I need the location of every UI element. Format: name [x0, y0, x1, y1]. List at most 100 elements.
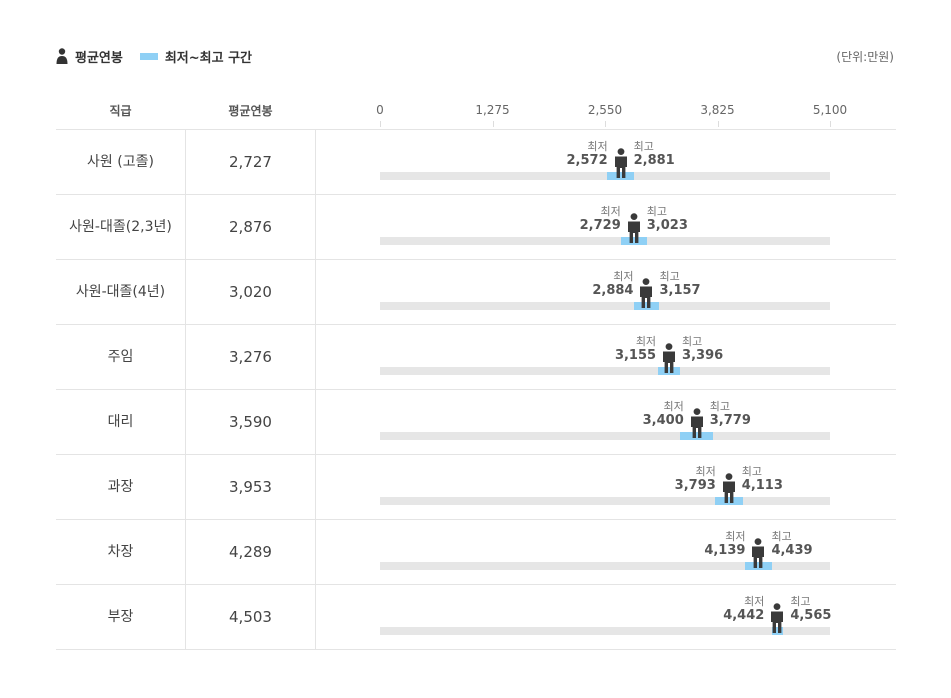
min-label: 최저: [635, 335, 657, 348]
x-tick-mark: [605, 121, 606, 127]
table-row: 과장 3,953 최저 3,793 최고 4,113: [0, 455, 951, 520]
max-value: 3,157: [659, 283, 701, 298]
rank-cell: 사원-대졸(4년): [75, 284, 166, 300]
x-tick-label: 5,100: [812, 103, 848, 117]
x-tick-label: 1,275: [475, 103, 510, 117]
max-value: 3,023: [646, 218, 688, 233]
table-row: 부장 4,503 최저 4,442 최고 4,565: [0, 585, 951, 650]
rank-cell: 부장: [107, 609, 134, 625]
person-icon: [661, 343, 677, 373]
rank-cell: 사원-대졸(2,3년): [69, 219, 172, 235]
person-icon: [626, 213, 642, 243]
avg-salary-cell: 4,289: [229, 543, 272, 561]
legend-range-label: 최저~최고 구간: [164, 50, 253, 66]
max-label: 최고: [646, 205, 667, 218]
row-divider: [56, 194, 896, 195]
person-icon: [689, 408, 705, 438]
x-tick-mark: [830, 121, 831, 127]
range-track: [380, 302, 830, 310]
row-divider: [56, 454, 896, 455]
x-tick-mark: [380, 121, 381, 127]
range-track: [380, 627, 830, 635]
avg-salary-cell: 3,953: [229, 478, 272, 496]
salary-range-bar: [771, 627, 783, 635]
min-label: 최저: [744, 595, 765, 608]
salary-range-bar: [606, 172, 635, 180]
x-tick-mark: [717, 121, 719, 127]
table-row: 주임 3,276 최저 3,155 최고 3,396: [0, 325, 951, 390]
rank-cell: 사원 (고졸): [87, 154, 154, 170]
max-label: 최고: [790, 595, 811, 608]
avg-salary-cell: 3,590: [229, 413, 272, 431]
table-row: 차장 4,289 최저 4,139 최고 4,439: [0, 520, 951, 585]
min-value: 3,155: [614, 348, 657, 363]
max-label: 최고: [709, 400, 730, 413]
person-icon: [56, 48, 68, 64]
range-swatch-icon: [139, 52, 158, 60]
min-value: 2,884: [592, 283, 634, 298]
max-value: 4,439: [771, 543, 813, 558]
max-label: 최고: [633, 140, 654, 153]
person-icon: [750, 538, 766, 568]
row-divider: [56, 259, 896, 260]
min-value: 4,442: [723, 608, 765, 623]
min-value: 3,793: [674, 478, 716, 493]
avg-salary-cell: 3,020: [229, 283, 272, 301]
min-label: 최저: [663, 400, 684, 413]
person-icon: [769, 603, 785, 633]
avg-salary-cell: 2,727: [229, 153, 272, 171]
min-label: 최저: [600, 205, 621, 218]
avg-salary-cell: 2,876: [229, 218, 272, 236]
salary-range-bar: [620, 237, 647, 245]
header-divider: [56, 129, 896, 130]
max-label: 최고: [741, 465, 763, 478]
range-track: [380, 172, 830, 180]
range-track: [380, 237, 830, 245]
rank-cell: 주임: [107, 349, 134, 365]
x-tick-mark: [492, 121, 494, 127]
max-value: 3,396: [682, 348, 724, 363]
rank-cell: 차장: [107, 544, 134, 560]
min-label: 최저: [695, 465, 716, 478]
avg-salary-cell: 3,276: [229, 348, 272, 366]
x-tick-label: 3,825: [700, 103, 735, 117]
person-icon: [638, 278, 654, 308]
header-rank: 직급: [109, 104, 132, 118]
person-icon: [613, 148, 629, 178]
row-divider: [56, 519, 896, 520]
range-track: [380, 497, 830, 505]
max-value: 4,565: [790, 608, 832, 623]
range-track: [380, 562, 830, 570]
row-divider: [56, 584, 896, 585]
table-row: 사원-대졸(4년) 3,020 최저 2,884 최고 3,157: [0, 260, 951, 325]
header-avg: 평균연봉: [228, 104, 273, 118]
max-value: 2,881: [633, 153, 675, 168]
salary-range-bar: [680, 432, 714, 440]
row-divider: [56, 324, 896, 325]
unit-label: (단위:만원): [836, 50, 894, 64]
x-tick-label: 2,550: [587, 103, 623, 117]
legend: 평균연봉 최저~최고 구간: [56, 47, 253, 66]
max-label: 최고: [659, 270, 680, 283]
min-label: 최저: [587, 140, 608, 153]
rank-cell: 과장: [107, 479, 134, 495]
table-row: 사원-대졸(2,3년) 2,876 최저 2,729 최고 3,023: [0, 195, 951, 260]
row-divider: [56, 389, 896, 390]
avg-salary-cell: 4,503: [229, 608, 272, 626]
max-label: 최고: [771, 530, 792, 543]
min-label: 최저: [725, 530, 746, 543]
table-row: 대리 3,590 최저 3,400 최고 3,779: [0, 390, 951, 455]
legend-avg-label: 평균연봉: [75, 50, 123, 66]
max-value: 3,779: [709, 413, 751, 428]
min-value: 2,572: [566, 153, 608, 168]
salary-range-bar: [658, 367, 680, 375]
max-value: 4,113: [741, 478, 783, 493]
min-value: 2,729: [579, 218, 621, 233]
person-icon: [721, 473, 737, 503]
table-row: 사원 (고졸) 2,727 최저 2,572 최고 2,881: [0, 130, 951, 195]
min-value: 3,400: [642, 413, 684, 428]
salary-range-bar: [745, 562, 772, 570]
range-track: [380, 367, 830, 375]
x-tick-label: 0: [376, 103, 384, 117]
range-track: [380, 432, 830, 440]
